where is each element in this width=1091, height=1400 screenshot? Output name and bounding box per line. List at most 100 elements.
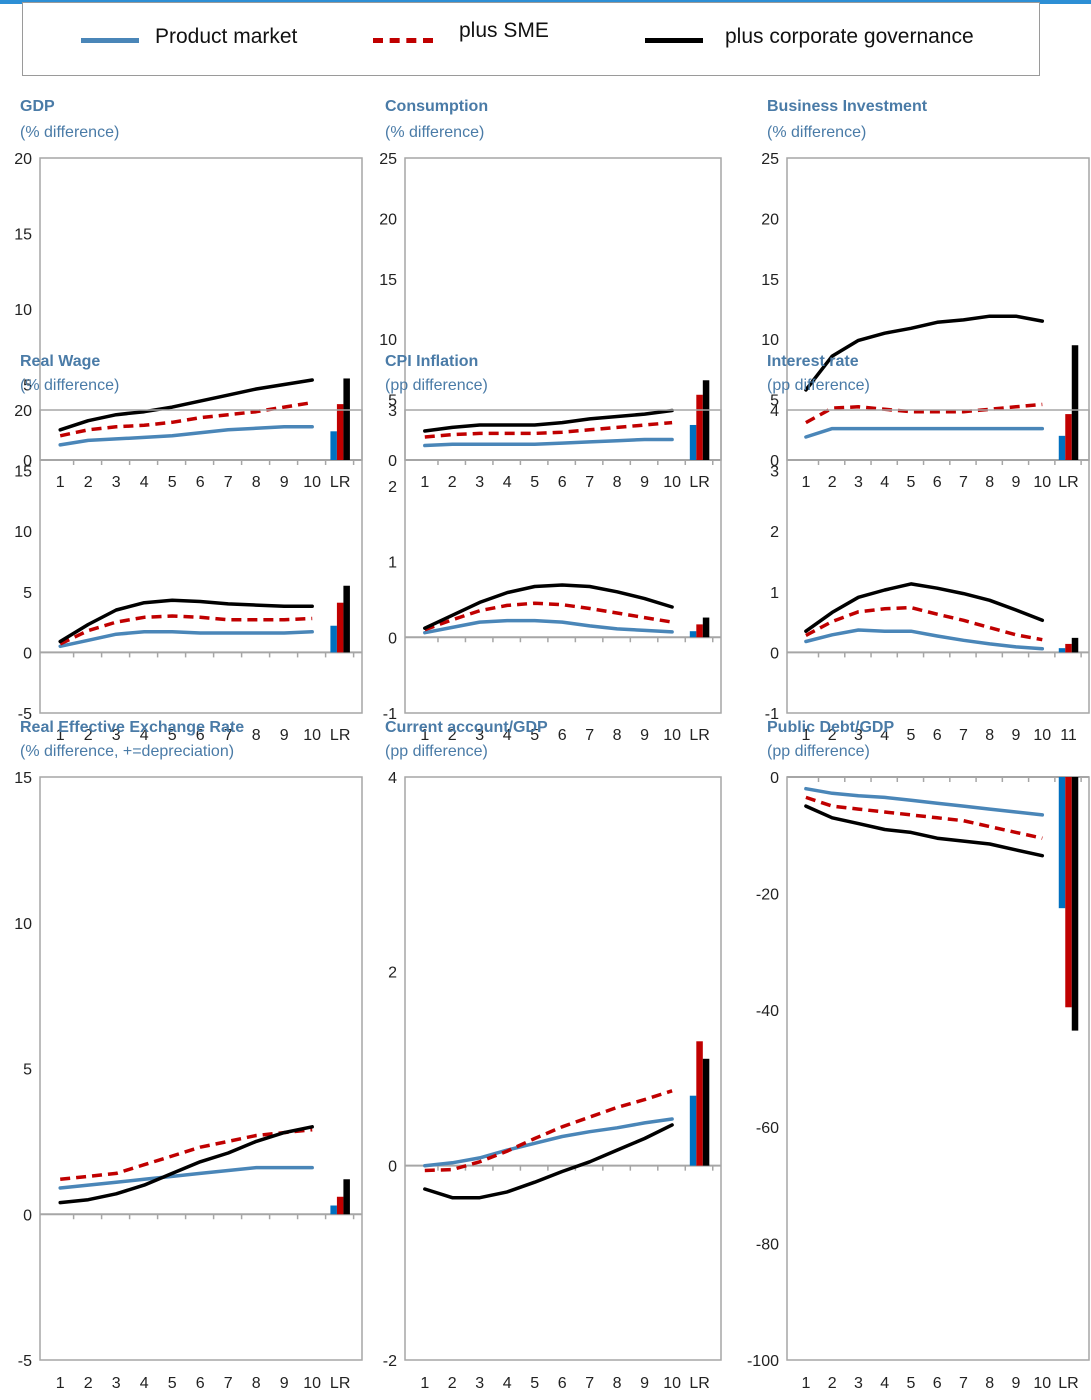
x-tick-label: 1	[801, 727, 810, 744]
x-tick-label: 5	[168, 474, 177, 491]
series-line-plus-sme	[424, 601, 673, 632]
y-tick-label: -20	[756, 887, 779, 904]
y-tick-label: 4	[388, 770, 397, 787]
x-tick-label: 1	[801, 1375, 810, 1392]
bar-lr-plus-sme	[696, 1041, 703, 1166]
series-line-product-market	[58, 425, 314, 447]
series-line-plus-corporate-governance	[423, 1123, 674, 1200]
bar-lr-plus-corporate-governance	[1071, 345, 1079, 460]
y-tick-label: 5	[23, 378, 32, 395]
x-tick-label: 7	[959, 727, 968, 744]
chart-frame	[786, 157, 1090, 461]
x-tick-label: 10	[303, 474, 321, 491]
series-line-product-market	[423, 618, 674, 635]
x-tick-label: 3	[475, 1375, 484, 1392]
x-tick-label: 5	[168, 1375, 177, 1392]
x-tick-label: 3	[854, 474, 863, 491]
bar-lr-plus-sme	[336, 1196, 344, 1215]
y-tick-label: 15	[761, 272, 779, 289]
x-tick-label: 4	[140, 474, 149, 491]
x-tick-label: LR	[689, 1375, 709, 1392]
y-tick-label: 20	[761, 211, 779, 228]
x-tick-label: LR	[330, 727, 350, 744]
series-line-plus-corporate-governance	[423, 408, 674, 433]
y-tick-label: 3	[770, 464, 779, 481]
x-tick-label: 6	[196, 727, 205, 744]
x-tick-label: 2	[448, 474, 457, 491]
chart-subtitle: (% difference)	[385, 124, 484, 141]
series-line-plus-corporate-governance	[804, 582, 1045, 633]
series-line-product-market	[423, 437, 674, 448]
x-tick-label: 6	[196, 474, 205, 491]
y-tick-label: -60	[756, 1120, 779, 1137]
x-tick-label: 5	[906, 1375, 915, 1392]
x-tick-label: 4	[503, 474, 512, 491]
x-tick-label: 7	[585, 474, 594, 491]
series-line-plus-corporate-governance	[804, 314, 1045, 392]
chart-subtitle: (pp difference)	[767, 377, 870, 394]
y-tick-label: 2	[770, 524, 779, 541]
chart-title: Real Effective Exchange Rate	[20, 719, 244, 736]
x-tick-label: 10	[1033, 1375, 1051, 1392]
y-tick-label: 15	[14, 227, 32, 244]
x-tick-label: 8	[985, 474, 994, 491]
chart-panel-consumption: Consumption (% difference) 25 20 15 10 5 0 1 2 3 4 5…	[379, 98, 722, 491]
chart-subtitle: (pp difference)	[385, 743, 488, 760]
x-tick-label: 4	[503, 727, 512, 744]
x-tick-label: 4	[140, 727, 149, 744]
series-line-plus-sme	[59, 614, 313, 646]
x-tick-label: 10	[663, 727, 681, 744]
x-tick-label: 3	[112, 1375, 121, 1392]
x-tick-label: LR	[330, 474, 350, 491]
chart-title: Interest rate	[767, 353, 859, 370]
chart-panel-public-debt-gdp: Public Debt/GDP (pp difference) 0 -20 -40 -60…	[747, 719, 1090, 1392]
x-tick-label: 1	[56, 727, 65, 744]
y-tick-label: 2	[388, 479, 397, 496]
y-tick-label: 15	[14, 464, 32, 481]
chart-subtitle: (% difference, +=depreciation)	[20, 743, 234, 760]
bar-lr-product-market	[689, 631, 697, 638]
series-line-product-market	[58, 630, 314, 649]
y-tick-label: 10	[14, 302, 32, 319]
y-tick-label: -100	[747, 1353, 779, 1370]
x-tick-label: 2	[84, 474, 93, 491]
x-tick-label: 3	[112, 474, 121, 491]
x-tick-label: 11	[1060, 727, 1077, 744]
y-tick-label: 1	[388, 555, 397, 572]
x-tick-label: 8	[613, 727, 622, 744]
x-tick-label: 10	[303, 1375, 321, 1392]
y-tick-label: 0	[23, 645, 32, 662]
x-tick-label: 6	[196, 1375, 205, 1392]
x-tick-label: 7	[224, 727, 233, 744]
chart-panel-gdp: GDP (% difference) 20 15 10 5 0 1 2 3 4 5 6 7 8 9 10 LR	[14, 98, 363, 491]
y-tick-label: 15	[379, 272, 397, 289]
chart-frame	[39, 157, 363, 461]
x-tick-label: 8	[252, 727, 261, 744]
series-line-plus-sme	[424, 420, 673, 439]
legend-swatch-product-market	[81, 38, 139, 43]
y-tick-label: 0	[388, 1159, 397, 1176]
x-tick-label: 9	[640, 727, 649, 744]
x-tick-label: 5	[530, 474, 539, 491]
chart-subtitle: (% difference)	[20, 377, 119, 394]
x-tick-label: 8	[613, 474, 622, 491]
y-tick-label: -2	[383, 1353, 397, 1370]
chart-title: Business Investment	[767, 98, 928, 115]
x-tick-label: 9	[640, 474, 649, 491]
bar-lr-product-market	[689, 424, 697, 460]
chart-frame	[404, 409, 722, 714]
y-tick-label: 0	[770, 645, 779, 662]
y-tick-label: -80	[756, 1236, 779, 1253]
x-tick-label: 8	[613, 1375, 622, 1392]
x-tick-label: LR	[1058, 1375, 1078, 1392]
y-tick-label: 0	[388, 630, 397, 647]
y-tick-label: -5	[18, 1353, 32, 1370]
y-tick-label: 20	[14, 403, 32, 420]
x-tick-label: 4	[503, 1375, 512, 1392]
y-tick-label: 10	[14, 916, 32, 933]
y-tick-label: 0	[23, 453, 32, 470]
bar-lr-plus-corporate-governance	[702, 380, 710, 460]
x-tick-label: 7	[959, 474, 968, 491]
